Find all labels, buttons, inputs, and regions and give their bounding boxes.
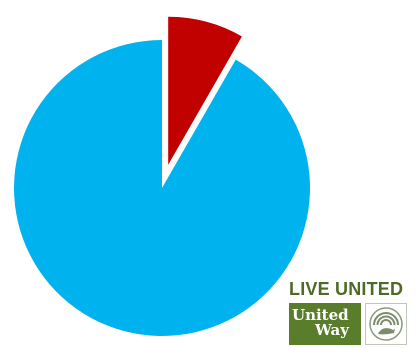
pie-slice-2 xyxy=(168,16,242,165)
pie-slice-1 xyxy=(14,40,310,336)
logo-wordmark: United Way xyxy=(289,303,361,345)
logo-tagline: LIVE UNITED xyxy=(289,279,404,299)
united-way-logo: LIVE UNITED United Way xyxy=(289,279,415,345)
logo-word-united: United xyxy=(292,306,349,324)
united-way-hand-rainbow-icon xyxy=(365,303,407,345)
logo-word-way: Way xyxy=(315,321,349,339)
